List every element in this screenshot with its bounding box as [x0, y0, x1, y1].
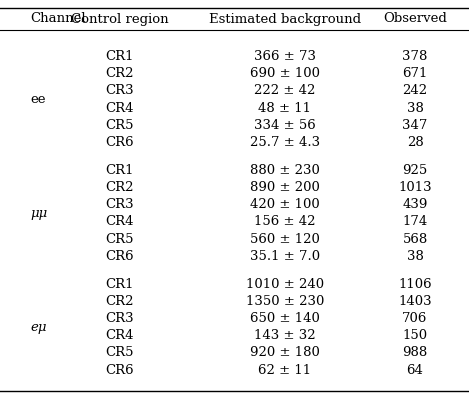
Text: 1013: 1013: [398, 181, 432, 194]
Text: 150: 150: [402, 329, 428, 342]
Text: 64: 64: [407, 363, 424, 377]
Text: Channel: Channel: [30, 12, 86, 26]
Text: 48 ± 11: 48 ± 11: [258, 102, 311, 115]
Text: 690 ± 100: 690 ± 100: [250, 67, 320, 80]
Text: 439: 439: [402, 198, 428, 211]
Text: 334 ± 56: 334 ± 56: [254, 119, 316, 132]
Text: CR3: CR3: [106, 198, 134, 211]
Text: 1350 ± 230: 1350 ± 230: [246, 295, 324, 308]
Text: 420 ± 100: 420 ± 100: [250, 198, 320, 211]
Text: CR2: CR2: [106, 295, 134, 308]
Text: 35.1 ± 7.0: 35.1 ± 7.0: [250, 250, 320, 263]
Text: 28: 28: [407, 136, 424, 149]
Text: CR4: CR4: [106, 102, 134, 115]
Text: 222 ± 42: 222 ± 42: [254, 85, 316, 97]
Text: CR5: CR5: [106, 119, 134, 132]
Text: 1403: 1403: [398, 295, 432, 308]
Text: 62 ± 11: 62 ± 11: [258, 363, 311, 377]
Text: CR4: CR4: [106, 215, 134, 228]
Text: CR5: CR5: [106, 346, 134, 359]
Text: 156 ± 42: 156 ± 42: [254, 215, 316, 228]
Text: 880 ± 230: 880 ± 230: [250, 164, 320, 177]
Text: CR6: CR6: [106, 250, 134, 263]
Text: 38: 38: [407, 102, 424, 115]
Text: 1010 ± 240: 1010 ± 240: [246, 277, 324, 290]
Text: CR2: CR2: [106, 67, 134, 80]
Text: 925: 925: [402, 164, 428, 177]
Text: μμ: μμ: [30, 207, 47, 220]
Text: 1106: 1106: [398, 277, 432, 290]
Text: 38: 38: [407, 250, 424, 263]
Text: Control region: Control region: [71, 12, 169, 26]
Text: 920 ± 180: 920 ± 180: [250, 346, 320, 359]
Text: CR3: CR3: [106, 85, 134, 97]
Text: 988: 988: [402, 346, 428, 359]
Text: 143 ± 32: 143 ± 32: [254, 329, 316, 342]
Text: eμ: eμ: [30, 320, 46, 334]
Text: Estimated background: Estimated background: [209, 12, 361, 26]
Text: CR4: CR4: [106, 329, 134, 342]
Text: 671: 671: [402, 67, 428, 80]
Text: 366 ± 73: 366 ± 73: [254, 50, 316, 63]
Text: 560 ± 120: 560 ± 120: [250, 233, 320, 246]
Text: 25.7 ± 4.3: 25.7 ± 4.3: [250, 136, 320, 149]
Text: 890 ± 200: 890 ± 200: [250, 181, 320, 194]
Text: 650 ± 140: 650 ± 140: [250, 312, 320, 325]
Text: CR1: CR1: [106, 50, 134, 63]
Text: 568: 568: [402, 233, 428, 246]
Text: 347: 347: [402, 119, 428, 132]
Text: 706: 706: [402, 312, 428, 325]
Text: 174: 174: [402, 215, 428, 228]
Text: CR6: CR6: [106, 136, 134, 149]
Text: CR5: CR5: [106, 233, 134, 246]
Text: Observed: Observed: [383, 12, 447, 26]
Text: ee: ee: [30, 93, 45, 106]
Text: CR6: CR6: [106, 363, 134, 377]
Text: CR1: CR1: [106, 164, 134, 177]
Text: 242: 242: [402, 85, 428, 97]
Text: CR3: CR3: [106, 312, 134, 325]
Text: 378: 378: [402, 50, 428, 63]
Text: CR1: CR1: [106, 277, 134, 290]
Text: CR2: CR2: [106, 181, 134, 194]
